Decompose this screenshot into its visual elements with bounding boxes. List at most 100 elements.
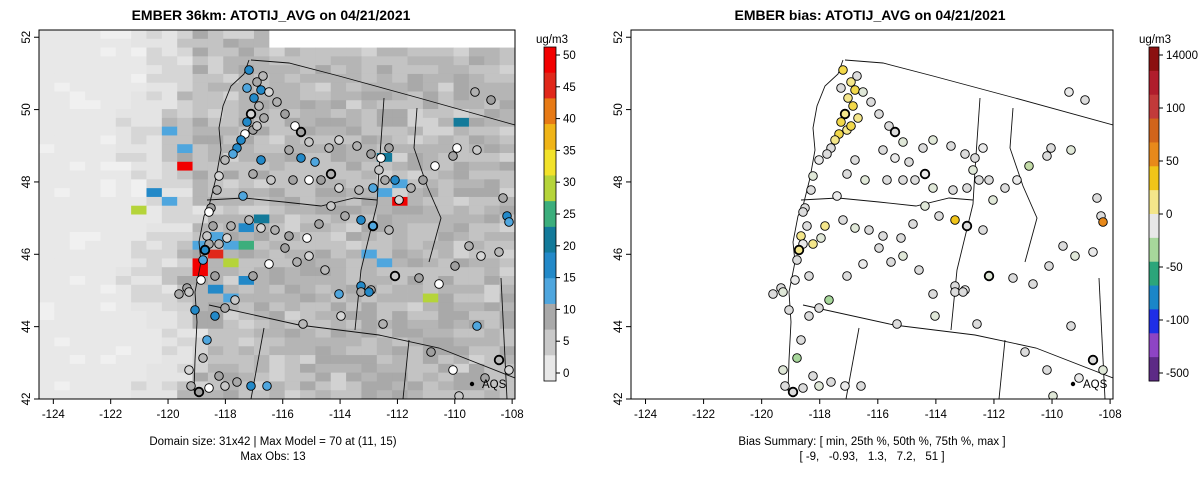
grid-cell bbox=[238, 311, 255, 321]
grid-cell bbox=[361, 38, 378, 48]
grid-cell bbox=[161, 65, 178, 75]
grid-cell bbox=[146, 284, 163, 294]
grid-cell bbox=[192, 56, 209, 66]
grid-cell bbox=[146, 240, 163, 251]
grid-cell bbox=[407, 311, 424, 321]
grid-cell bbox=[284, 284, 301, 294]
grid-cell bbox=[376, 100, 393, 110]
grid-cell bbox=[422, 91, 439, 101]
grid-cell bbox=[192, 179, 209, 189]
colorbar-swatch bbox=[544, 124, 556, 151]
grid-cell bbox=[392, 363, 408, 374]
grid-cell bbox=[146, 267, 163, 277]
bias-station-point bbox=[874, 109, 884, 119]
grid-cell bbox=[253, 276, 270, 286]
grid-cell bbox=[438, 390, 454, 399]
grid-cell bbox=[207, 346, 224, 356]
grid-cell bbox=[69, 363, 86, 374]
grid-cell bbox=[39, 82, 55, 92]
bias-station-point bbox=[978, 225, 988, 235]
bias-summary-label: Bias Summary: [ min, 25th %, 50th %, 75t… bbox=[738, 436, 1005, 448]
grid-cell bbox=[468, 372, 485, 382]
grid-cell bbox=[146, 346, 163, 356]
grid-cell bbox=[100, 223, 117, 233]
grid-cell bbox=[39, 276, 55, 286]
grid-cell bbox=[161, 346, 178, 356]
grid-cell bbox=[269, 363, 286, 374]
bias-station-point bbox=[796, 335, 806, 345]
grid-cell bbox=[438, 30, 454, 40]
grid-cell bbox=[253, 117, 270, 128]
grid-cell bbox=[85, 293, 101, 303]
bias-station-point bbox=[790, 275, 800, 285]
grid-cell bbox=[468, 258, 485, 268]
x-tick-label: -108 bbox=[501, 409, 524, 421]
grid-cell bbox=[392, 311, 408, 321]
grid-cell bbox=[100, 188, 117, 198]
grid-cell bbox=[269, 337, 286, 347]
grid-cell bbox=[330, 319, 347, 330]
grid-cell bbox=[177, 126, 193, 136]
aqs-station-point bbox=[334, 289, 344, 299]
grid-cell bbox=[146, 249, 163, 259]
grid-cell bbox=[499, 144, 515, 154]
aqs-station-point bbox=[452, 143, 462, 153]
aqs-station-point bbox=[434, 279, 444, 289]
grid-cell bbox=[453, 38, 470, 48]
grid-cell bbox=[468, 363, 485, 374]
grid-cell bbox=[177, 73, 193, 84]
grid-cell bbox=[269, 258, 286, 268]
grid-cell bbox=[484, 56, 501, 66]
grid-cell bbox=[499, 135, 515, 145]
grid-cell bbox=[131, 30, 147, 40]
grid-cell bbox=[223, 38, 240, 48]
grid-cell bbox=[115, 117, 132, 128]
grid-cell bbox=[192, 126, 209, 136]
colorbar-swatch bbox=[544, 226, 556, 254]
grid-cell bbox=[223, 73, 240, 84]
grid-cell bbox=[39, 319, 55, 330]
aqs-station-point bbox=[245, 108, 257, 120]
colorbar-swatch bbox=[1149, 166, 1159, 191]
bias-station-point bbox=[886, 257, 896, 267]
y-tick-label: 44 bbox=[21, 320, 33, 333]
bias-station-point bbox=[792, 255, 802, 265]
grid-cell bbox=[468, 214, 485, 224]
grid-cell bbox=[438, 258, 454, 268]
grid-cell bbox=[54, 179, 71, 189]
bias-station-point bbox=[1024, 161, 1034, 171]
grid-cell bbox=[422, 38, 439, 48]
grid-cell bbox=[54, 328, 71, 338]
grid-cell bbox=[407, 346, 424, 356]
grid-cell bbox=[422, 73, 439, 84]
grid-cell bbox=[284, 30, 301, 40]
grid-cell bbox=[422, 276, 439, 286]
grid-cell bbox=[161, 56, 178, 66]
grid-cell bbox=[39, 240, 55, 251]
grid-cell bbox=[177, 188, 193, 198]
grid-cell bbox=[192, 196, 209, 207]
bias-station-point bbox=[974, 175, 984, 185]
grid-cell bbox=[100, 82, 117, 92]
grid-cell bbox=[361, 337, 378, 347]
grid-cell bbox=[253, 390, 270, 399]
bias-station-point bbox=[814, 381, 824, 391]
right-x-axis: -124 -122 -120 -118 -116 -114 -112 -110 -108 bbox=[634, 399, 1122, 421]
grid-cell bbox=[300, 372, 316, 382]
grid-cell bbox=[115, 135, 132, 145]
grid-cell bbox=[407, 284, 424, 294]
grid-cell bbox=[361, 73, 378, 84]
grid-cell bbox=[499, 47, 515, 57]
grid-cell bbox=[376, 188, 393, 198]
grid-cell bbox=[468, 284, 485, 294]
grid-cell bbox=[192, 117, 209, 128]
grid-cell bbox=[438, 293, 454, 303]
aqs-station-point bbox=[376, 153, 386, 163]
grid-cell bbox=[499, 153, 515, 163]
grid-cell bbox=[131, 311, 147, 321]
grid-cell bbox=[392, 319, 408, 330]
bias-station-point bbox=[1008, 273, 1018, 283]
grid-cell bbox=[39, 214, 55, 224]
grid-cell bbox=[69, 328, 86, 338]
grid-cell bbox=[177, 196, 193, 207]
